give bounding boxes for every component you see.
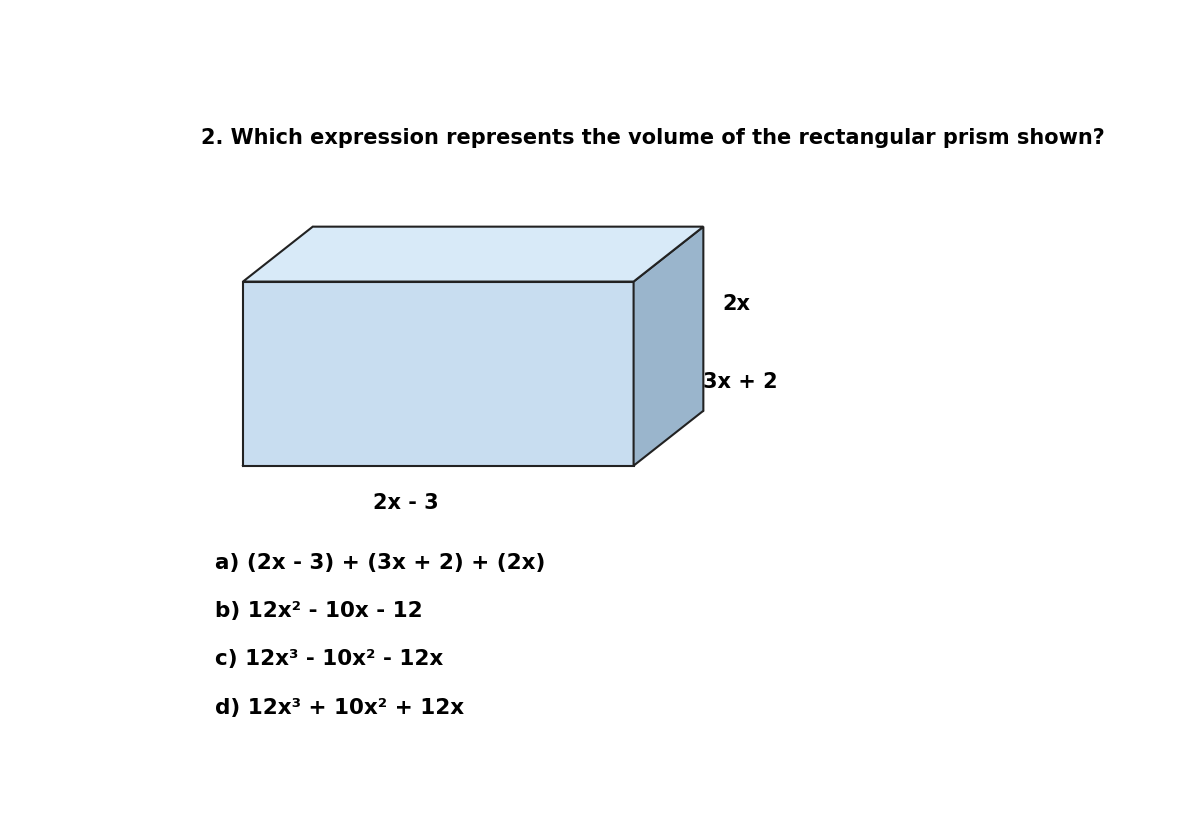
Text: 2x: 2x <box>722 294 750 314</box>
Polygon shape <box>634 227 703 466</box>
Text: c) 12x³ - 10x² - 12x: c) 12x³ - 10x² - 12x <box>215 649 443 670</box>
Polygon shape <box>242 282 634 466</box>
Text: a) (2x - 3) + (3x + 2) + (2x): a) (2x - 3) + (3x + 2) + (2x) <box>215 553 546 572</box>
Text: 3x + 2: 3x + 2 <box>703 372 778 392</box>
Text: b) 12x² - 10x - 12: b) 12x² - 10x - 12 <box>215 601 422 621</box>
Polygon shape <box>242 227 703 282</box>
Text: d) 12x³ + 10x² + 12x: d) 12x³ + 10x² + 12x <box>215 698 464 718</box>
Text: 2. Which expression represents the volume of the rectangular prism shown?: 2. Which expression represents the volum… <box>202 128 1105 149</box>
Text: 2x - 3: 2x - 3 <box>373 492 438 513</box>
